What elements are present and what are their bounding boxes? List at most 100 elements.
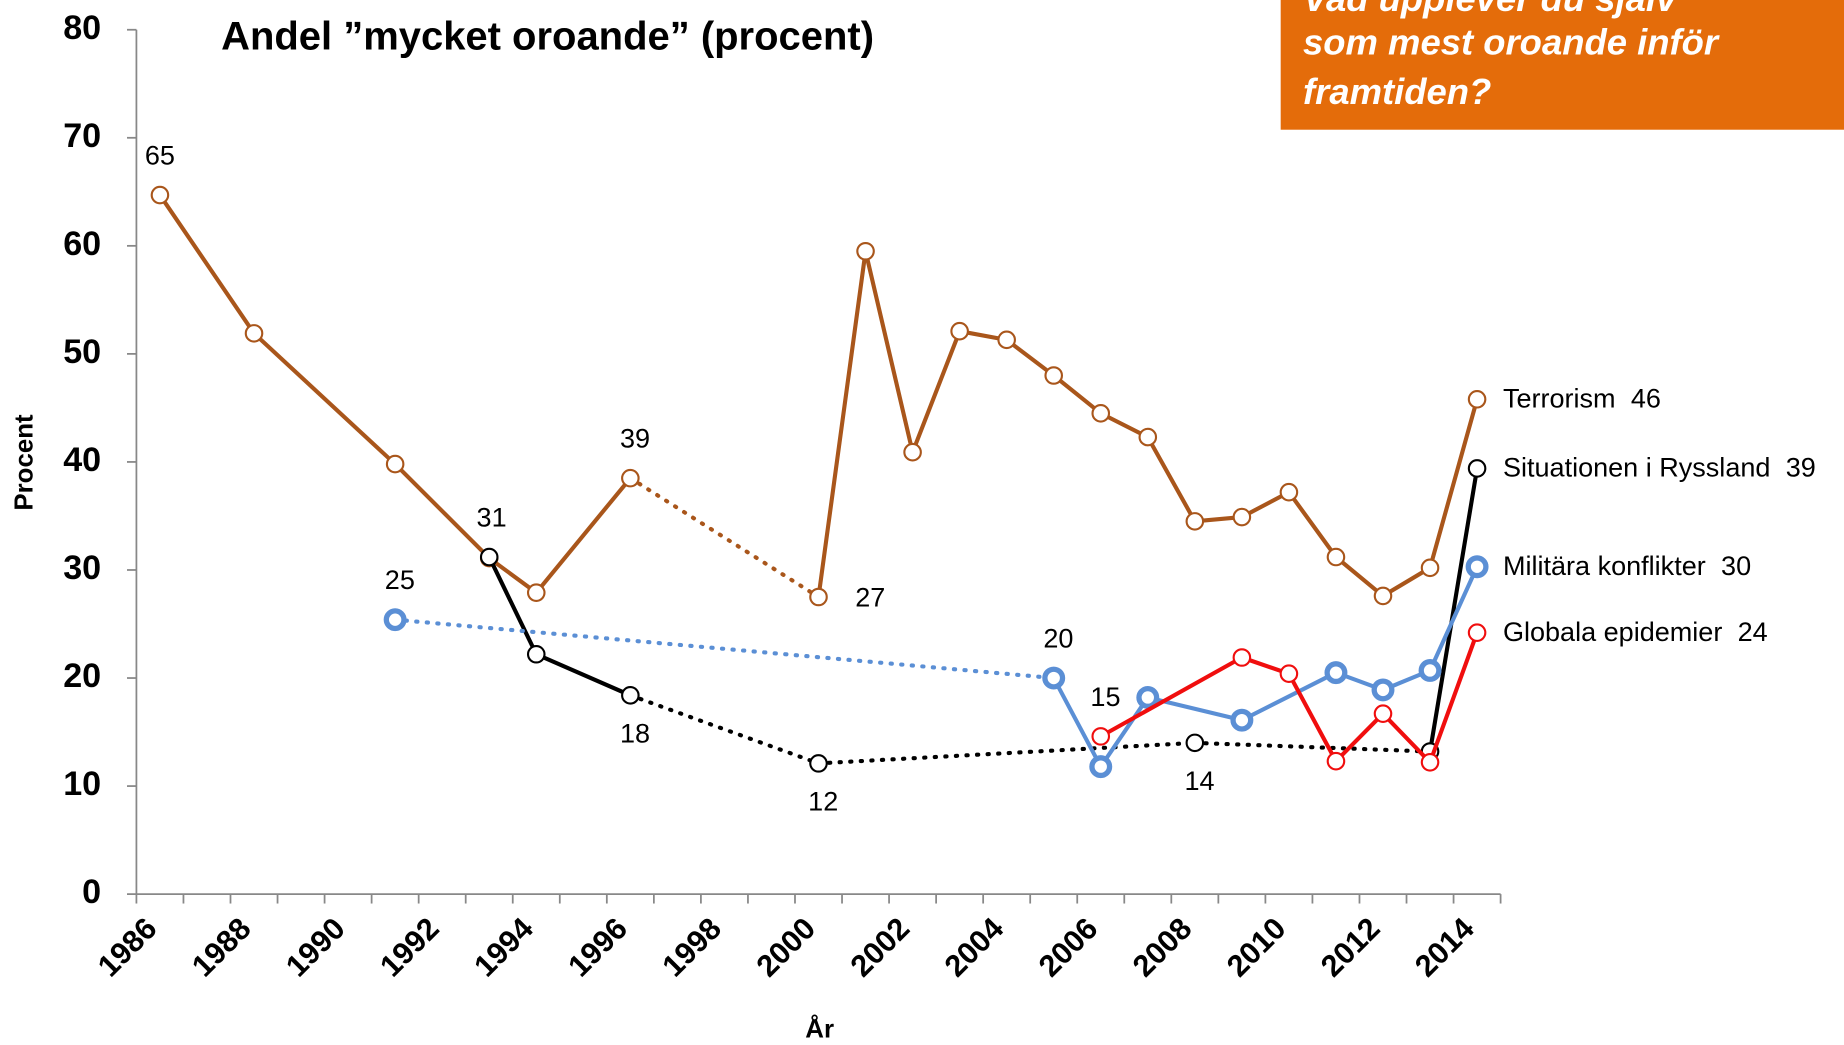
data-label: 18 bbox=[620, 718, 650, 748]
series-line bbox=[487, 554, 539, 657]
marker bbox=[1465, 555, 1489, 579]
series-line bbox=[487, 556, 539, 595]
x-tick-label: 1988 bbox=[186, 911, 258, 983]
series-line bbox=[1380, 711, 1433, 765]
series-line bbox=[1051, 675, 1103, 769]
x-tick-label: 2012 bbox=[1314, 911, 1386, 983]
marker bbox=[1467, 389, 1487, 409]
series-line bbox=[1427, 466, 1480, 754]
data-label: 12 bbox=[808, 787, 838, 817]
x-tick-label: 1996 bbox=[562, 911, 634, 983]
marker bbox=[997, 330, 1016, 350]
series-line bbox=[1239, 670, 1339, 723]
x-tick-label: 1994 bbox=[468, 911, 540, 983]
marker bbox=[621, 468, 640, 488]
marker bbox=[1373, 704, 1393, 723]
y-tick-label: 80 bbox=[63, 9, 101, 47]
marker bbox=[1279, 664, 1299, 683]
marker bbox=[1044, 366, 1064, 385]
marker bbox=[1091, 727, 1111, 746]
y-tick-label: 70 bbox=[63, 117, 101, 155]
x-axis-label: År bbox=[805, 1014, 834, 1043]
marker bbox=[1089, 755, 1113, 779]
marker bbox=[383, 608, 407, 632]
series-line bbox=[534, 476, 633, 595]
data-label: 25 bbox=[385, 565, 415, 595]
marker bbox=[809, 754, 828, 773]
y-tick-label: 30 bbox=[63, 549, 101, 587]
callout-text: som mest oroande inför bbox=[1303, 22, 1720, 63]
marker bbox=[526, 583, 546, 602]
series-line bbox=[628, 693, 821, 766]
marker bbox=[903, 442, 922, 462]
x-tick-label: 2002 bbox=[844, 911, 916, 983]
chart-title: Andel ”mycket oroande” (procent) bbox=[221, 15, 874, 59]
marker bbox=[1326, 547, 1346, 567]
legend-label: Terrorism bbox=[1503, 384, 1616, 414]
x-tick-label: 1990 bbox=[280, 911, 352, 983]
series-line bbox=[1333, 554, 1386, 598]
data-label: 39 bbox=[1786, 453, 1816, 483]
series-line bbox=[251, 331, 398, 467]
y-tick-label: 50 bbox=[63, 333, 101, 371]
marker bbox=[1185, 512, 1205, 531]
series-line bbox=[816, 740, 1197, 766]
marker bbox=[385, 454, 405, 474]
callout-text: framtiden? bbox=[1303, 71, 1491, 112]
x-tick-label: 1986 bbox=[91, 911, 163, 983]
series-line bbox=[393, 617, 1056, 681]
x-tick-label: 1998 bbox=[656, 911, 728, 983]
x-tick-label: 2008 bbox=[1126, 911, 1198, 983]
x-tick-label: 2014 bbox=[1409, 911, 1481, 983]
marker bbox=[950, 321, 969, 341]
marker bbox=[244, 324, 264, 343]
series-line bbox=[910, 329, 962, 455]
series-line bbox=[1145, 435, 1197, 524]
data-label: 30 bbox=[1721, 551, 1751, 581]
marker bbox=[1138, 427, 1158, 447]
marker bbox=[1232, 507, 1252, 527]
x-tick-label: 2010 bbox=[1220, 911, 1292, 983]
series-line bbox=[1427, 564, 1480, 673]
series-line bbox=[1004, 337, 1056, 378]
y-tick-label: 60 bbox=[63, 225, 101, 263]
legend-label: Militära konflikter bbox=[1503, 551, 1706, 581]
marker bbox=[1467, 459, 1487, 478]
series-line bbox=[1286, 490, 1339, 560]
series-line bbox=[863, 249, 915, 455]
series-line bbox=[393, 462, 492, 561]
marker bbox=[1324, 661, 1348, 685]
y-tick-label: 40 bbox=[63, 441, 101, 479]
data-label: 31 bbox=[477, 503, 507, 533]
marker bbox=[1232, 648, 1252, 667]
callout-text: Vad upplever du själv bbox=[1303, 0, 1678, 19]
x-tick-label: 2000 bbox=[750, 911, 822, 983]
marker bbox=[479, 547, 499, 567]
data-label: 39 bbox=[620, 424, 650, 454]
x-tick-label: 1992 bbox=[374, 911, 446, 983]
data-label: 14 bbox=[1185, 766, 1215, 796]
legend-label: Situationen i Ryssland bbox=[1503, 453, 1770, 483]
marker bbox=[856, 241, 875, 261]
series-line bbox=[816, 249, 868, 600]
marker bbox=[1420, 558, 1440, 578]
y-tick-label: 10 bbox=[63, 765, 101, 803]
data-label: 27 bbox=[855, 582, 885, 612]
series-line bbox=[1427, 630, 1480, 765]
callout-box bbox=[1280, 0, 1844, 130]
series-line bbox=[1286, 671, 1339, 764]
marker bbox=[1326, 751, 1346, 771]
series-line bbox=[534, 652, 633, 698]
data-label: 24 bbox=[1738, 617, 1768, 647]
marker bbox=[1279, 482, 1299, 502]
series-line bbox=[1333, 711, 1386, 764]
marker bbox=[1467, 623, 1487, 642]
series-line bbox=[157, 193, 257, 336]
marker bbox=[1091, 404, 1111, 423]
data-label: 15 bbox=[1090, 682, 1120, 712]
marker bbox=[1042, 666, 1066, 690]
marker bbox=[1230, 708, 1254, 732]
series-line bbox=[1192, 740, 1433, 754]
marker bbox=[1418, 658, 1442, 682]
